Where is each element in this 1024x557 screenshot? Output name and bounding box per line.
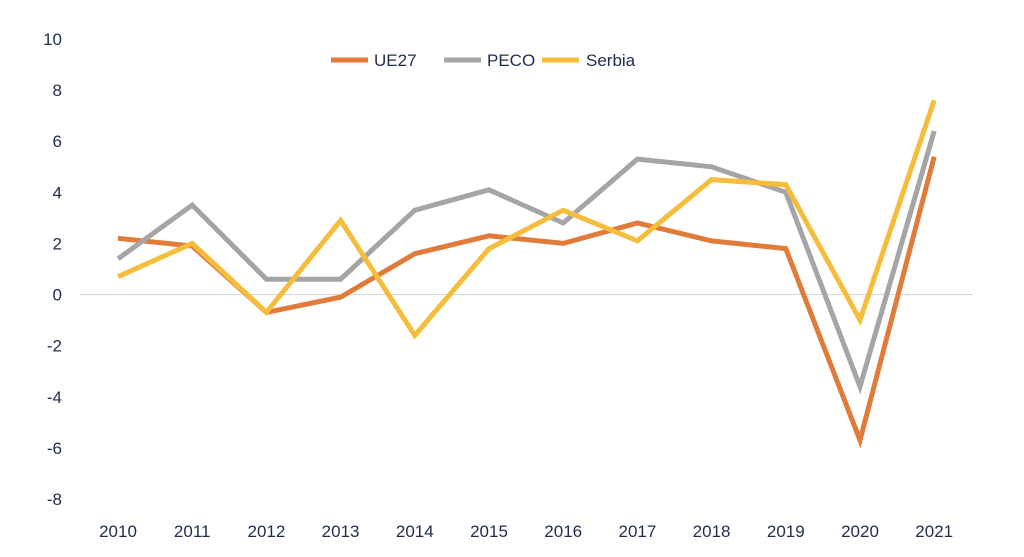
x-axis-tick-labels: 2010 2011 2012 2013 2014 2015 2016 2017 2018 2019…: [99, 522, 953, 541]
legend-item-ue27: UE27: [331, 51, 417, 70]
x-tick-label: 2021: [915, 522, 953, 541]
y-tick-label: 4: [53, 183, 62, 202]
legend-label: Serbia: [586, 51, 636, 70]
x-tick-label: 2013: [322, 522, 360, 541]
legend-label: PECO: [487, 51, 535, 70]
legend-item-serbia: Serbia: [542, 51, 636, 70]
x-tick-label: 2015: [470, 522, 508, 541]
x-tick-label: 2016: [544, 522, 582, 541]
y-tick-label: 8: [53, 81, 62, 100]
x-tick-label: 2011: [174, 522, 211, 541]
series-line-serbia: [116, 99, 937, 340]
series-line-peco: [116, 130, 937, 395]
series-lines: [116, 99, 937, 449]
y-axis-tick-labels: 10 8 6 4 2 0 -2 -4 -6 -8: [43, 30, 62, 509]
x-tick-label: 2017: [618, 522, 656, 541]
y-tick-label: -2: [47, 337, 62, 356]
y-tick-label: 10: [43, 30, 62, 49]
legend: UE27 PECO Serbia: [331, 51, 636, 70]
legend-label: UE27: [374, 51, 417, 70]
y-tick-label: 2: [53, 234, 62, 253]
x-tick-label: 2020: [841, 522, 879, 541]
x-tick-label: 2019: [767, 522, 805, 541]
x-tick-label: 2012: [247, 522, 285, 541]
y-tick-label: -8: [47, 490, 62, 509]
legend-item-peco: PECO: [444, 51, 535, 70]
y-tick-label: -4: [47, 388, 62, 407]
y-tick-label: 0: [53, 286, 62, 305]
x-tick-label: 2014: [396, 522, 434, 541]
y-tick-label: 6: [53, 132, 62, 151]
x-tick-label: 2010: [99, 522, 137, 541]
series-line-ue27: [117, 155, 937, 449]
y-tick-label: -6: [47, 439, 62, 458]
x-tick-label: 2018: [693, 522, 731, 541]
